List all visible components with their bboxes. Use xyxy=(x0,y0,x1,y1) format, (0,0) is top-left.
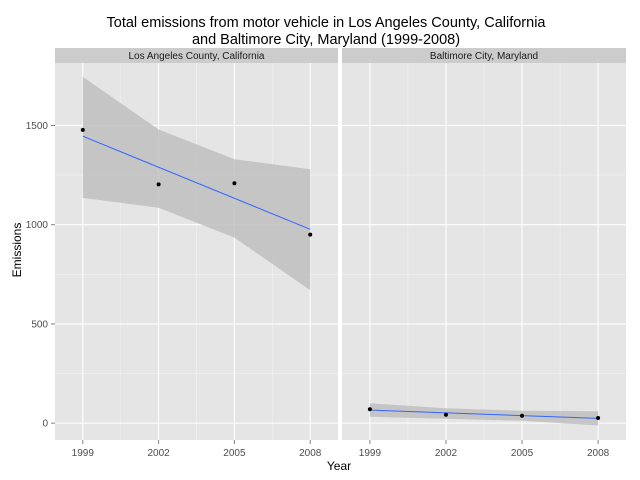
x-tick-label: 2002 xyxy=(435,448,458,459)
x-tick-label: 2005 xyxy=(511,448,534,459)
fit-line xyxy=(82,135,311,230)
x-tick-label: 1999 xyxy=(359,448,382,459)
confidence-band xyxy=(82,76,311,291)
facet-strip-label: Los Angeles County, California xyxy=(128,51,264,62)
x-axis-title: Year xyxy=(327,459,351,473)
facet-strip-label: Baltimore City, Maryland xyxy=(430,51,538,62)
chart-title-line-2: and Baltimore City, Maryland (1999-2008) xyxy=(192,32,460,48)
data-point xyxy=(520,413,525,418)
y-tick-label: 1000 xyxy=(26,220,49,231)
data-point xyxy=(156,182,161,187)
x-tick-label: 2002 xyxy=(147,448,170,459)
y-tick-label: 0 xyxy=(42,419,48,430)
y-tick-label: 1500 xyxy=(26,121,49,132)
data-point xyxy=(596,415,601,420)
x-tick-label: 1999 xyxy=(72,448,95,459)
data-point xyxy=(308,232,313,237)
y-tick-label: 500 xyxy=(31,319,48,330)
facet-panels: Los Angeles County, California 1999 2002 20… xyxy=(26,48,626,459)
x-tick-label: 2005 xyxy=(223,448,246,459)
data-point xyxy=(232,181,237,186)
x-tick-label: 2008 xyxy=(299,448,322,459)
facet-strip xyxy=(342,48,626,63)
chart-title-line-1: Total emissions from motor vehicle in Lo… xyxy=(107,15,547,31)
facet-panel: Los Angeles County, California 1999 2002 20… xyxy=(26,48,338,459)
facet-panel: Baltimore City, Maryland 1999 2002 2005 2008 xyxy=(342,48,626,459)
y-axis-title: Emissions xyxy=(10,223,24,278)
facet-strip xyxy=(55,48,338,63)
data-point xyxy=(443,412,448,417)
x-tick-label: 2008 xyxy=(587,448,610,459)
fit-line xyxy=(369,409,599,419)
data-point xyxy=(367,407,372,412)
data-point xyxy=(80,127,85,132)
